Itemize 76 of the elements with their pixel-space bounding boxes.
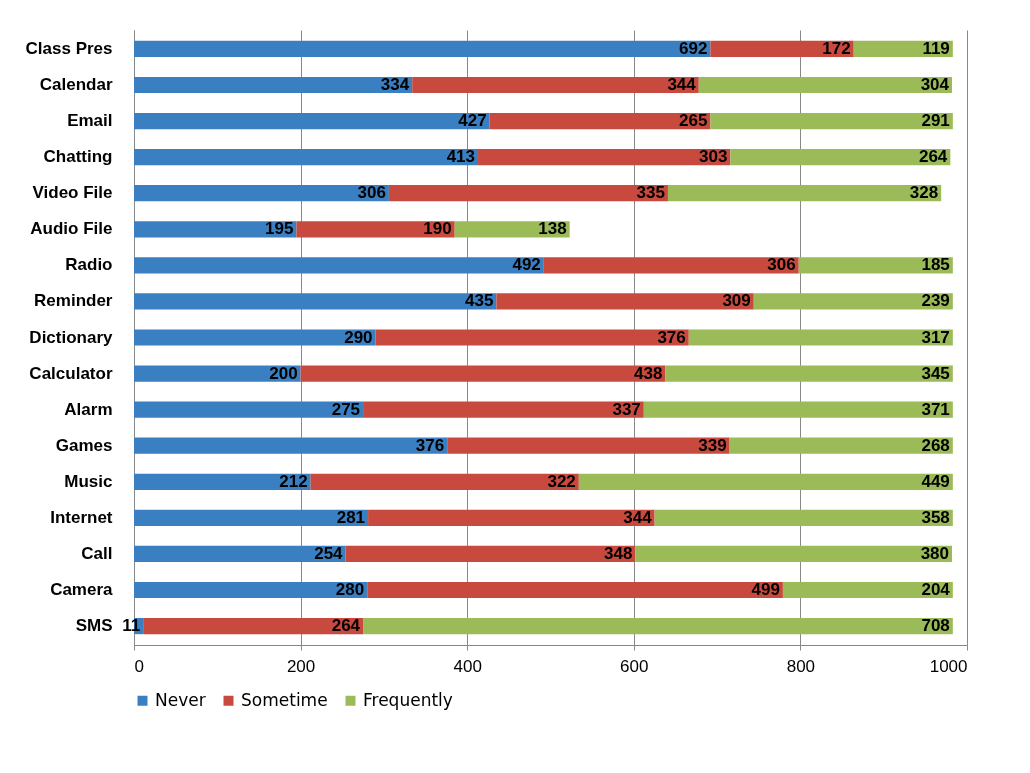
data-label: 306 — [767, 255, 796, 275]
data-label: 438 — [634, 363, 663, 383]
data-label: 195 — [265, 219, 294, 239]
y-tick-label: Calendar — [39, 75, 113, 95]
data-label: 376 — [415, 435, 445, 455]
data-label: 190 — [423, 219, 452, 239]
y-tick-label: Reminder — [34, 291, 113, 311]
y-tick-label: SMS — [75, 616, 113, 636]
legend-label: Sometime — [241, 689, 328, 710]
data-label: 309 — [722, 291, 751, 311]
data-label: 348 — [604, 543, 633, 563]
data-label: 499 — [751, 579, 780, 599]
y-tick-label: Call — [81, 543, 113, 563]
data-label: 334 — [380, 75, 410, 95]
data-label: 172 — [822, 38, 851, 58]
data-label: 344 — [667, 75, 697, 95]
y-tick-label: Camera — [50, 579, 114, 599]
y-tick-label: Calculator — [29, 363, 113, 383]
data-label: 449 — [921, 471, 950, 491]
data-label: 335 — [636, 183, 665, 203]
data-label: 265 — [679, 111, 708, 131]
data-label: 275 — [331, 399, 361, 419]
x-tick-label: 400 — [453, 656, 482, 676]
data-label: 204 — [921, 579, 951, 599]
y-tick-label: Dictionary — [29, 327, 114, 347]
x-tick-label: 0 — [134, 656, 144, 676]
data-label: 376 — [657, 327, 686, 347]
legend-label: Frequently — [363, 689, 453, 710]
data-label: 492 — [512, 255, 541, 275]
data-label: 427 — [458, 111, 487, 131]
data-label: 322 — [547, 471, 576, 491]
y-tick-label: Email — [67, 111, 113, 131]
data-label: 303 — [699, 147, 728, 167]
data-label: 304 — [920, 75, 950, 95]
y-tick-label: Video File — [32, 183, 113, 203]
y-tick-label: Games — [55, 435, 113, 455]
data-label: 264 — [331, 616, 361, 636]
data-label: 306 — [357, 183, 386, 203]
data-label: 413 — [446, 147, 476, 167]
data-label: 268 — [921, 435, 950, 455]
data-label: 281 — [336, 507, 366, 527]
x-tick-label: 200 — [286, 656, 316, 676]
data-label: 290 — [344, 327, 373, 347]
data-label: 280 — [335, 579, 365, 599]
y-tick-label: Internet — [50, 507, 113, 527]
data-label: 380 — [920, 543, 950, 563]
data-label: 119 — [922, 38, 950, 58]
data-label: 708 — [921, 616, 950, 636]
data-label: 435 — [464, 291, 494, 311]
data-label: 358 — [921, 507, 950, 527]
y-tick-label: Chatting — [43, 147, 113, 167]
data-label: 254 — [314, 543, 344, 563]
data-label: 345 — [921, 363, 950, 383]
data-label: 317 — [921, 327, 950, 347]
data-label: 371 — [921, 399, 950, 419]
data-label: 328 — [909, 183, 939, 203]
y-tick-label: Music — [64, 471, 113, 491]
data-label: 212 — [279, 471, 308, 491]
legend-label: Never — [155, 689, 206, 710]
x-tick-label: 800 — [786, 656, 816, 676]
data-label: 239 — [921, 291, 950, 311]
y-tick-label: Radio — [65, 255, 113, 275]
data-label: 200 — [269, 363, 298, 383]
data-label: 339 — [698, 435, 727, 455]
data-label: 264 — [918, 147, 948, 167]
y-tick-label: Alarm — [64, 399, 113, 419]
data-label: 337 — [612, 399, 641, 419]
data-label: 692 — [679, 38, 708, 58]
data-label: 138 — [538, 219, 567, 239]
x-tick-label: 1000 — [929, 656, 968, 676]
data-label: 344 — [623, 507, 653, 527]
data-label: 291 — [921, 111, 950, 131]
y-tick-label: Class Pres — [25, 38, 113, 58]
y-tick-label: Audio File — [30, 219, 113, 239]
data-label: 185 — [921, 255, 950, 275]
x-tick-label: 600 — [620, 656, 649, 676]
